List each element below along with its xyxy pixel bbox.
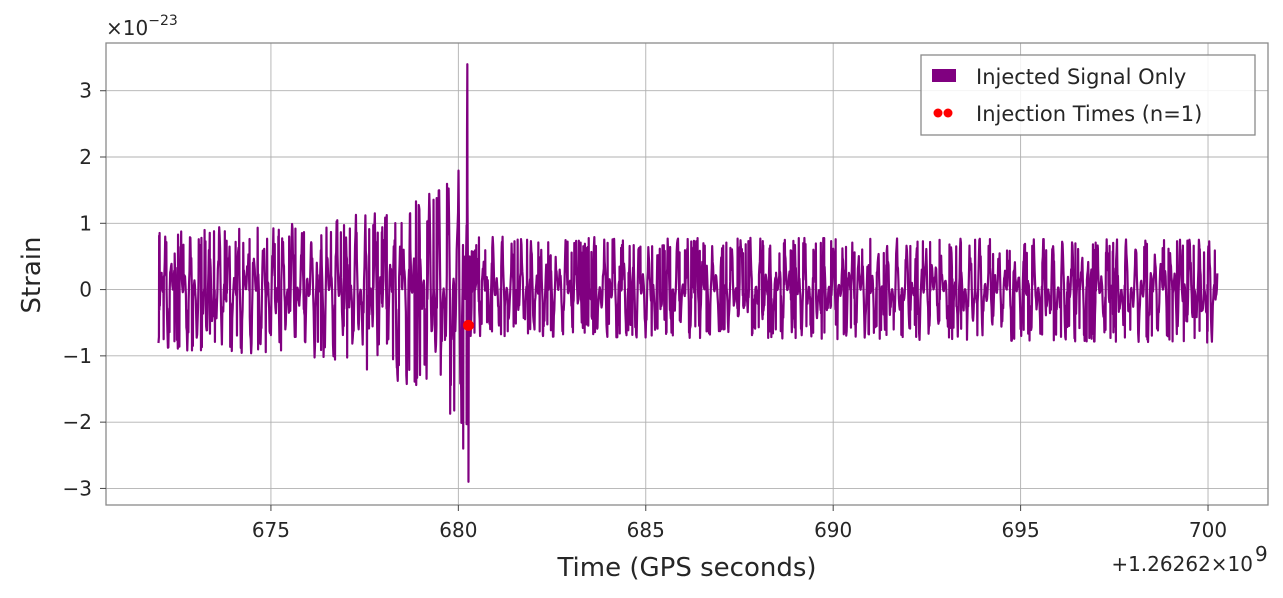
y-tick-label: −1	[63, 344, 92, 368]
y-axis-label: Strain	[17, 236, 47, 313]
y-scale-label: ×10−23	[106, 13, 178, 40]
plot-frame	[105, 42, 1269, 506]
y-scale-base: ×10	[106, 16, 148, 40]
legend: Injected Signal Only Injection Times (n=…	[920, 54, 1256, 136]
legend-box	[920, 54, 1256, 136]
legend-dot-injection-times	[933, 108, 943, 118]
tick-layer: 675 680 685 690 695 700 −3 −2 −1 0 1 2 3	[63, 79, 1228, 542]
series-layer	[157, 63, 1219, 483]
y-tick-label: 0	[79, 278, 92, 302]
y-tick-label: 1	[79, 211, 92, 235]
x-tick-label: 690	[814, 518, 852, 542]
y-tick-label: −3	[63, 476, 92, 500]
x-tick-label: 695	[1002, 518, 1040, 542]
x-tick-label: 700	[1189, 518, 1227, 542]
injected-signal-line	[157, 63, 1219, 483]
legend-dot-injection-times	[943, 108, 953, 118]
x-offset-label: +1.26262×10	[1111, 552, 1253, 576]
y-tick-label: 2	[79, 145, 92, 169]
legend-label-injected-signal: Injected Signal Only	[976, 65, 1186, 89]
injection-time-point	[462, 319, 474, 331]
x-tick-label: 685	[627, 518, 665, 542]
y-tick-label: 3	[79, 79, 92, 103]
x-offset-exponent: 9	[1255, 542, 1268, 566]
x-tick-label: 680	[439, 518, 477, 542]
legend-label-injection-times: Injection Times (n=1)	[976, 102, 1202, 126]
y-tick-label: −2	[63, 410, 92, 434]
legend-swatch-injected-signal	[932, 69, 956, 82]
y-scale-exponent: −23	[148, 13, 178, 29]
x-axis-label: Time (GPS seconds)	[556, 553, 816, 583]
x-offset-base: +1.26262×10	[1111, 552, 1253, 576]
x-tick-label: 675	[252, 518, 290, 542]
